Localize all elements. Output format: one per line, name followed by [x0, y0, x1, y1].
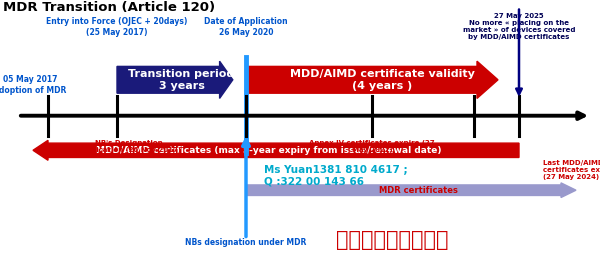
Text: Date of Application
26 May 2020: Date of Application 26 May 2020 — [204, 17, 288, 37]
Text: MDR certificates: MDR certificates — [379, 186, 458, 195]
Text: Last MDD/AIMD
certificates expire
(27 May 2024): Last MDD/AIMD certificates expire (27 Ma… — [543, 160, 600, 180]
Text: Entry into Force (OJEC + 20days)
(25 May 2017): Entry into Force (OJEC + 20days) (25 May… — [46, 17, 188, 37]
Text: 27 May 2025
No more « placing on the
market » of devices covered
by MDD/AIMD cer: 27 May 2025 No more « placing on the mar… — [463, 13, 575, 40]
FancyArrow shape — [246, 61, 498, 98]
FancyArrow shape — [33, 140, 519, 160]
Text: Transition period
3 years: Transition period 3 years — [128, 69, 235, 91]
Text: 05 May 2017
Adoption of MDR: 05 May 2017 Adoption of MDR — [0, 76, 67, 95]
FancyArrow shape — [117, 61, 233, 98]
Text: MDD/AIMD certificates (max 5-year expiry from issue/renewal date): MDD/AIMD certificates (max 5-year expiry… — [96, 146, 441, 155]
FancyArrow shape — [246, 183, 576, 197]
Text: NBs designation under MDR: NBs designation under MDR — [185, 238, 307, 247]
Text: MDD/AIMD certificate validity
(4 years ): MDD/AIMD certificate validity (4 years ) — [290, 69, 475, 91]
Text: NB's Designation
Application (26 Nov 2017): NB's Designation Application (26 Nov 201… — [77, 140, 181, 153]
Text: MDR Transition (Article 120): MDR Transition (Article 120) — [3, 1, 215, 14]
Text: 兴业综合信息新闻网: 兴业综合信息新闻网 — [336, 230, 449, 250]
Text: Ms Yuan1381 810 4617 ;
Q :322 00 143 66: Ms Yuan1381 810 4617 ; Q :322 00 143 66 — [264, 165, 407, 186]
Text: Annex IV certificates expire (27
May 2022): Annex IV certificates expire (27 May 202… — [309, 140, 435, 153]
